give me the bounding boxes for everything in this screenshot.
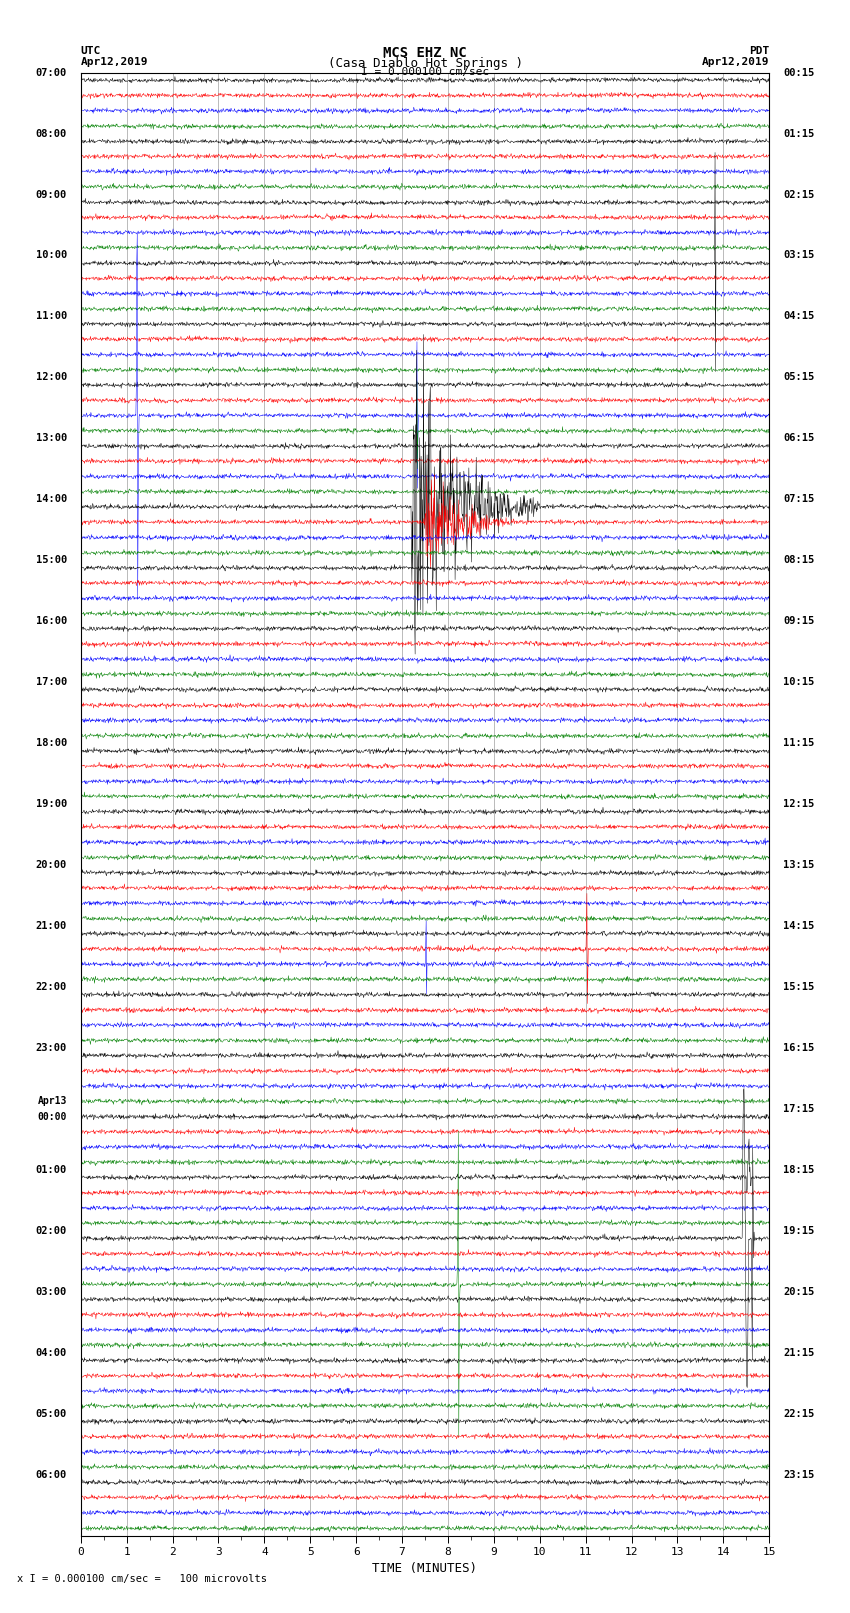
Text: 23:00: 23:00 [36, 1044, 67, 1053]
Text: 21:00: 21:00 [36, 921, 67, 931]
Text: 14:00: 14:00 [36, 494, 67, 505]
Text: 19:00: 19:00 [36, 798, 67, 810]
X-axis label: TIME (MINUTES): TIME (MINUTES) [372, 1561, 478, 1574]
Text: 22:15: 22:15 [783, 1408, 814, 1419]
Text: 01:00: 01:00 [36, 1165, 67, 1174]
Text: x I = 0.000100 cm/sec =   100 microvolts: x I = 0.000100 cm/sec = 100 microvolts [17, 1574, 267, 1584]
Text: 09:00: 09:00 [36, 189, 67, 200]
Text: 08:00: 08:00 [36, 129, 67, 139]
Text: 14:15: 14:15 [783, 921, 814, 931]
Text: 18:15: 18:15 [783, 1165, 814, 1174]
Text: 05:00: 05:00 [36, 1408, 67, 1419]
Text: Apr12,2019: Apr12,2019 [702, 58, 769, 68]
Text: 10:15: 10:15 [783, 677, 814, 687]
Text: 19:15: 19:15 [783, 1226, 814, 1236]
Text: 13:00: 13:00 [36, 434, 67, 444]
Text: 07:15: 07:15 [783, 494, 814, 505]
Text: 06:00: 06:00 [36, 1469, 67, 1479]
Text: PDT: PDT [749, 45, 769, 56]
Text: 04:00: 04:00 [36, 1348, 67, 1358]
Text: 07:00: 07:00 [36, 68, 67, 77]
Text: 05:15: 05:15 [783, 373, 814, 382]
Text: 15:15: 15:15 [783, 982, 814, 992]
Text: 08:15: 08:15 [783, 555, 814, 565]
Text: 15:00: 15:00 [36, 555, 67, 565]
Text: 04:15: 04:15 [783, 311, 814, 321]
Text: MCS EHZ NC: MCS EHZ NC [383, 45, 467, 60]
Text: 16:00: 16:00 [36, 616, 67, 626]
Text: 13:15: 13:15 [783, 860, 814, 869]
Text: 02:15: 02:15 [783, 189, 814, 200]
Text: 12:15: 12:15 [783, 798, 814, 810]
Text: 03:15: 03:15 [783, 250, 814, 260]
Text: 09:15: 09:15 [783, 616, 814, 626]
Text: Apr13: Apr13 [37, 1095, 67, 1107]
Text: 20:00: 20:00 [36, 860, 67, 869]
Text: 18:00: 18:00 [36, 739, 67, 748]
Text: 11:00: 11:00 [36, 311, 67, 321]
Text: Apr12,2019: Apr12,2019 [81, 58, 148, 68]
Text: 20:15: 20:15 [783, 1287, 814, 1297]
Text: 10:00: 10:00 [36, 250, 67, 260]
Text: 17:15: 17:15 [783, 1103, 814, 1115]
Text: 11:15: 11:15 [783, 739, 814, 748]
Text: 02:00: 02:00 [36, 1226, 67, 1236]
Text: 22:00: 22:00 [36, 982, 67, 992]
Text: 01:15: 01:15 [783, 129, 814, 139]
Text: 00:00: 00:00 [37, 1111, 67, 1123]
Text: 17:00: 17:00 [36, 677, 67, 687]
Text: 06:15: 06:15 [783, 434, 814, 444]
Text: 21:15: 21:15 [783, 1348, 814, 1358]
Text: UTC: UTC [81, 45, 101, 56]
Text: 00:15: 00:15 [783, 68, 814, 77]
Text: 23:15: 23:15 [783, 1469, 814, 1479]
Text: 16:15: 16:15 [783, 1044, 814, 1053]
Text: 03:00: 03:00 [36, 1287, 67, 1297]
Text: 12:00: 12:00 [36, 373, 67, 382]
Text: (Casa Diablo Hot Springs ): (Casa Diablo Hot Springs ) [327, 58, 523, 71]
Text: I = 0.000100 cm/sec: I = 0.000100 cm/sec [361, 66, 489, 77]
